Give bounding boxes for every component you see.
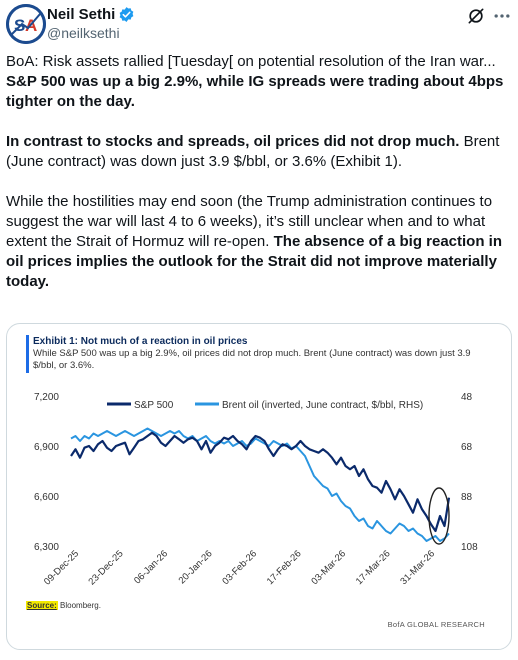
exhibit-title: Exhibit 1: Not much of a reaction in oil… — [33, 336, 248, 347]
x-tick-label: 31-Mar-26 — [398, 548, 437, 587]
user-handle[interactable]: @neilksethi — [47, 25, 120, 41]
p1-text: BoA: Risk assets rallied [Tuesday[ on po… — [6, 53, 496, 70]
x-tick-label: 06-Jan-26 — [132, 548, 170, 586]
tweet-paragraph-3: While the hostilities may end soon (the … — [6, 192, 512, 292]
y-right-tick-label: 108 — [461, 542, 478, 553]
x-tick-label: 23-Dec-25 — [86, 548, 125, 587]
highlight-ellipse — [428, 487, 450, 545]
y-left-tick-label: 6,900 — [34, 442, 59, 453]
y-left-tick-label: 6,300 — [34, 542, 59, 553]
x-tick-label: 20-Jan-26 — [177, 548, 215, 586]
p2-bold: In contrast to stocks and spreads, oil p… — [6, 133, 460, 150]
p1-bold: S&P 500 was up a big 2.9%, while IG spre… — [6, 73, 504, 110]
more-options-icon[interactable] — [492, 6, 512, 26]
x-tick-label: 09-Dec-25 — [42, 548, 81, 587]
p2-text: Brent (June contract) was down just 3.9 … — [6, 133, 500, 170]
tweet-text: BoA: Risk assets rallied [Tuesday[ on po… — [6, 52, 512, 312]
y-right-tick-label: 68 — [461, 442, 473, 453]
y-left-tick-label: 6,600 — [34, 492, 59, 503]
tweet-header: S A Neil Sethi @neilksethi — [6, 4, 512, 44]
legend-label-brent: Brent oil (inverted, June contract, $/bb… — [222, 400, 423, 411]
line-chart: 7,200 6,900 6,600 6,300 48 68 88 108 09-Dec-25 23… — [34, 392, 478, 587]
x-tick-label: 17-Mar-26 — [354, 548, 393, 587]
x-tick-label: 03-Feb-26 — [220, 548, 259, 587]
chart-credit: BofA GLOBAL RESEARCH — [387, 620, 485, 629]
chart-source: Source: Bloomberg. — [26, 601, 101, 610]
tweet-paragraph-1: BoA: Risk assets rallied [Tuesday[ on po… — [6, 52, 512, 112]
avatar-logo: S A — [6, 4, 46, 44]
source-label: Source: — [26, 601, 58, 610]
p3-text: While the hostilities may end soon (the … — [6, 193, 493, 250]
y-right-tick-label: 88 — [461, 492, 473, 503]
x-tick-label: 03-Mar-26 — [309, 548, 348, 587]
source-value: Bloomberg. — [57, 601, 101, 610]
y-right-tick-label: 48 — [461, 392, 473, 403]
legend-label-sp500: S&P 500 — [134, 400, 174, 411]
verified-badge-icon — [119, 7, 134, 22]
exhibit-accent-bar — [26, 335, 29, 373]
p3-bold: The absence of a big reaction in oil pri… — [6, 233, 503, 290]
exhibit-subtitle: While S&P 500 was up a big 2.9%, oil pri… — [33, 348, 471, 371]
media-card[interactable]: Exhibit 1: Not much of a reaction in oil… — [6, 323, 512, 650]
tweet-paragraph-2: In contrast to stocks and spreads, oil p… — [6, 132, 512, 172]
y-left-tick-label: 7,200 — [34, 392, 59, 403]
series-line-sp500 — [70, 431, 451, 533]
display-name[interactable]: Neil Sethi — [47, 6, 116, 23]
series-line-brent — [70, 427, 450, 542]
grok-icon[interactable] — [466, 6, 486, 26]
avatar[interactable]: S A — [6, 4, 46, 44]
x-tick-label: 17-Feb-26 — [265, 548, 304, 587]
